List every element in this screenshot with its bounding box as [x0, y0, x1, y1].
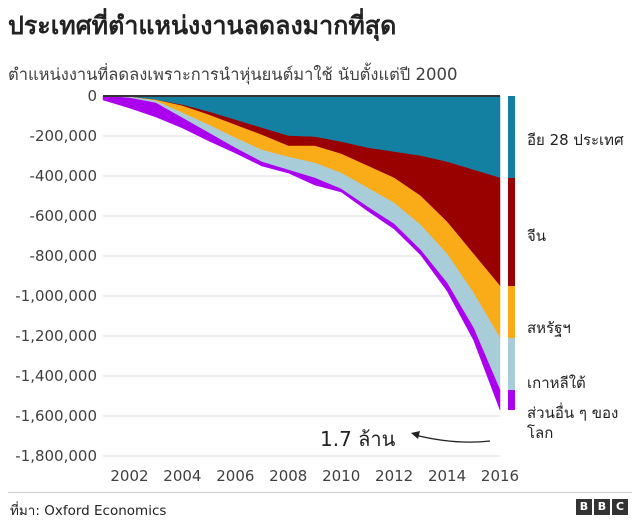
y-tick-label: -1,800,000 — [15, 447, 97, 465]
bbc-logo-letter: B — [576, 499, 592, 515]
y-tick-label: -400,000 — [30, 167, 97, 185]
area-series-4 — [102, 95, 501, 411]
bbc-logo: B B C — [576, 499, 628, 515]
x-tick-label: 2010 — [322, 467, 360, 485]
y-tick-label: -1,200,000 — [15, 327, 97, 345]
stacked-areas — [102, 95, 501, 411]
y-tick-label: -600,000 — [30, 207, 97, 225]
bbc-logo-letter: C — [612, 499, 628, 515]
annotation-arrow — [414, 434, 491, 443]
legend-swatch — [508, 96, 515, 178]
annotation-label: 1.7 ล้าน — [320, 427, 396, 451]
x-tick-label: 2004 — [163, 467, 201, 485]
x-tick-label: 2016 — [481, 467, 519, 485]
annotation-arrowhead — [411, 431, 420, 439]
footer-divider — [8, 492, 632, 493]
y-tick-label: -200,000 — [30, 127, 97, 145]
annotation-group: 1.7 ล้าน — [320, 427, 491, 451]
legend-swatch — [508, 390, 515, 410]
legend-swatch — [508, 286, 515, 338]
x-tick-label: 2002 — [110, 467, 148, 485]
x-tick-label: 2014 — [428, 467, 466, 485]
page-title: ประเทศที่ตำแหน่งงานลดลงมากที่สุด — [8, 11, 397, 40]
y-tick-label: -800,000 — [30, 247, 97, 265]
legend-label: จีน — [527, 227, 547, 245]
bbc-logo-letter: B — [594, 499, 610, 515]
y-tick-label: -1,000,000 — [15, 287, 97, 305]
legend-swatch — [508, 178, 515, 286]
legend-label: สหรัฐฯ — [527, 319, 571, 337]
legend-swatch — [508, 338, 515, 390]
x-tick-label: 2006 — [216, 467, 254, 485]
x-tick-label: 2012 — [375, 467, 413, 485]
x-tick-label: 2008 — [269, 467, 307, 485]
legend-label: อีย 28 ประเทศ — [527, 131, 624, 149]
y-tick-label: 0 — [87, 87, 97, 105]
axes: 0 -200,000 -400,000 -600,000 -800,000 -1,000,… — [15, 87, 519, 485]
y-tick-label: -1,600,000 — [15, 407, 97, 425]
legend-label: ส่วนอื่น ๆ ของโลก — [527, 404, 619, 442]
page-subtitle: ตำแหน่งงานที่ลดลงเพราะการนำหุ่นยนต์มาใช้… — [8, 65, 458, 84]
legend-label: เกาหลีใต้ — [527, 374, 586, 392]
y-tick-label: -1,400,000 — [15, 367, 97, 385]
source-note: ที่มา: Oxford Economics — [10, 503, 167, 519]
